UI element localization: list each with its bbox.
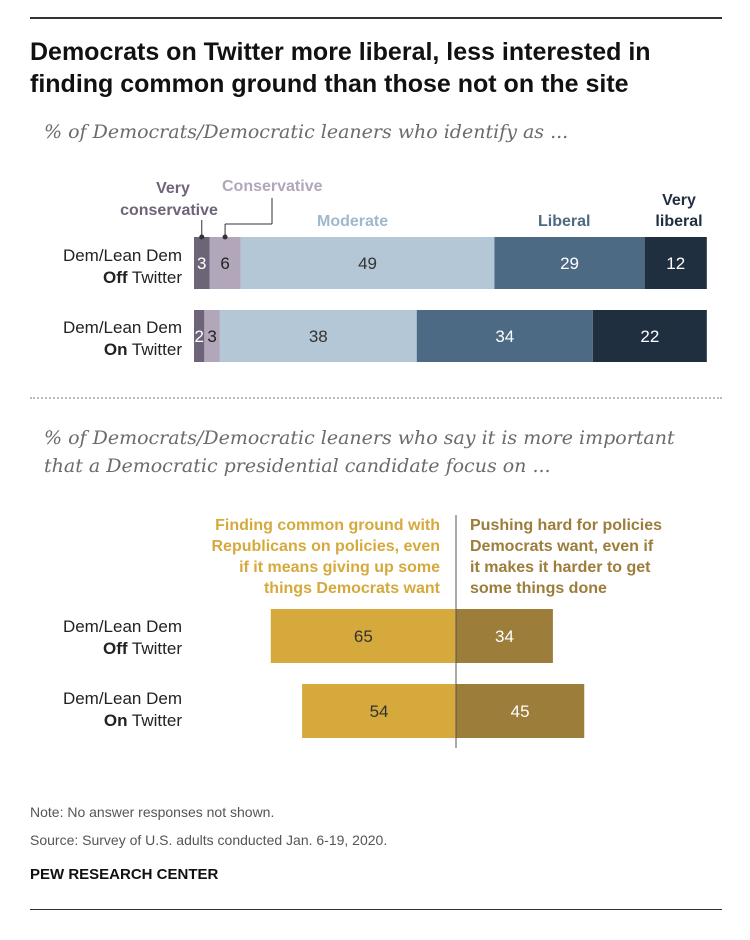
value-label-common-ground-row0: 65 [354, 627, 373, 646]
subtitle-focus-line2: that a Democratic presidential candidate… [44, 455, 551, 477]
bar-very-conservative-row1 [194, 310, 205, 362]
header-pushing-hard-line: Pushing hard for policies [470, 517, 663, 534]
row-label-on-twitter-2: Dem/Lean Dem On Twitter [30, 688, 182, 732]
label-very-liberal: Very liberal [647, 190, 711, 232]
label-conservative: Conservative [222, 178, 323, 195]
bar-liberal-row0 [494, 237, 645, 289]
leader-dot-very-conservative [199, 234, 205, 240]
header-pushing-hard-line: Democrats want, even if [470, 538, 654, 555]
bar-common-ground-row1 [302, 684, 456, 738]
row-label-rest: Twitter [127, 711, 182, 730]
row-label-line2: Off Twitter [30, 267, 182, 289]
bar-pushing-hard-row1 [456, 684, 585, 738]
header-pushing-hard: Pushing hard for policies Democrats want… [470, 515, 720, 599]
value-label-moderate-row0: 49 [358, 254, 377, 273]
source-text: Source: Survey of U.S. adults conducted … [30, 832, 388, 848]
row-label-rest: Twitter [127, 639, 182, 658]
label-very-liberal-line2: liberal [655, 213, 703, 230]
bar-moderate-row0 [240, 237, 495, 289]
bar-moderate-row1 [219, 310, 417, 362]
bar-common-ground-row0 [270, 609, 456, 663]
row-label-bold: Off [102, 268, 128, 287]
value-label-very-liberal-row0: 12 [666, 254, 685, 273]
label-very-conservative: Very conservative [110, 178, 228, 222]
value-label-very-liberal-row1: 22 [640, 327, 659, 346]
row-label-line2: On Twitter [30, 339, 182, 361]
subtitle-focus: % of Democrats/Democratic leaners who sa… [44, 424, 724, 480]
row-label-line2: Off Twitter [30, 638, 182, 660]
value-label-very-conservative-row0: 3 [197, 254, 206, 273]
header-pushing-hard-line: it makes it harder to get [470, 559, 651, 576]
row-label-line1: Dem/Lean Dem [62, 246, 182, 265]
header-common-ground-line: Finding common ground with [215, 517, 440, 534]
bottom-rule [30, 909, 722, 910]
label-very-conservative-line2: conservative [120, 202, 218, 219]
bar-very-conservative-row0 [194, 237, 210, 289]
row-label-rest: Twitter [127, 340, 182, 359]
header-common-ground-line: things Democrats want [263, 580, 440, 597]
value-label-pushing-hard-row1: 45 [511, 702, 530, 721]
value-label-moderate-row1: 38 [309, 327, 328, 346]
bar-pushing-hard-row0 [456, 609, 553, 663]
header-common-ground: Finding common ground with Republicans o… [160, 515, 440, 599]
chart-title: Democrats on Twitter more liberal, less … [30, 38, 651, 98]
row-label-off-twitter: Dem/Lean Dem Off Twitter [30, 245, 182, 289]
row-label-line1: Dem/Lean Dem [62, 689, 182, 708]
subtitle-focus-line1: % of Democrats/Democratic leaners who sa… [44, 427, 675, 449]
bar-liberal-row1 [416, 310, 593, 362]
leader-dot-conservative [222, 234, 228, 240]
value-label-liberal-row0: 29 [560, 254, 579, 273]
row-label-line1: Dem/Lean Dem [62, 318, 182, 337]
label-moderate: Moderate [317, 213, 389, 230]
header-pushing-hard-line: some things done [470, 580, 607, 597]
value-label-pushing-hard-row0: 34 [495, 627, 514, 646]
row-label-line1: Dem/Lean Dem [62, 617, 182, 636]
value-label-conservative-row1: 3 [207, 327, 216, 346]
row-label-bold: On [103, 711, 128, 730]
row-label-bold: Off [102, 639, 128, 658]
top-rule [30, 17, 722, 19]
row-label-rest: Twitter [127, 268, 182, 287]
note-text: Note: No answer responses not shown. [30, 804, 275, 820]
header-common-ground-line: if it means giving up some [239, 559, 440, 576]
bar-conservative-row0 [209, 237, 241, 289]
subtitle-ideology: % of Democrats/Democratic leaners who id… [44, 121, 569, 143]
value-label-very-conservative-row1: 2 [194, 327, 203, 346]
bar-conservative-row1 [204, 310, 220, 362]
row-label-on-twitter: Dem/Lean Dem On Twitter [30, 317, 182, 361]
org-name: PEW RESEARCH CENTER [30, 866, 219, 883]
label-liberal: Liberal [538, 213, 591, 230]
bar-very-liberal-row0 [644, 237, 707, 289]
value-label-liberal-row1: 34 [495, 327, 514, 346]
label-very-liberal-line1: Very [662, 192, 696, 209]
value-label-common-ground-row1: 54 [370, 702, 389, 721]
bar-very-liberal-row1 [592, 310, 707, 362]
value-label-conservative-row0: 6 [220, 254, 229, 273]
section-divider [30, 397, 722, 399]
row-label-off-twitter-2: Dem/Lean Dem Off Twitter [30, 616, 182, 660]
row-label-bold: On [103, 340, 128, 359]
header-common-ground-line: Republicans on policies, even [211, 538, 440, 555]
label-very-conservative-line1: Very [156, 180, 190, 197]
row-label-line2: On Twitter [30, 710, 182, 732]
